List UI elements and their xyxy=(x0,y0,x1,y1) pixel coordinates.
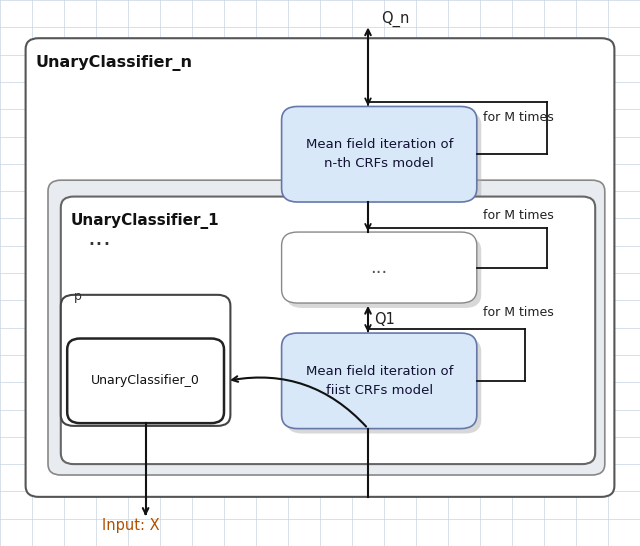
Text: Mean field iteration of
n-th CRFs model: Mean field iteration of n-th CRFs model xyxy=(305,138,453,170)
FancyBboxPatch shape xyxy=(286,338,481,434)
FancyBboxPatch shape xyxy=(286,237,481,308)
FancyBboxPatch shape xyxy=(282,106,477,202)
Text: Mean field iteration of
fiist CRFs model: Mean field iteration of fiist CRFs model xyxy=(305,365,453,397)
FancyBboxPatch shape xyxy=(286,111,481,207)
Text: UnaryClassifier_0: UnaryClassifier_0 xyxy=(91,375,200,387)
Text: Q1: Q1 xyxy=(374,312,396,327)
FancyBboxPatch shape xyxy=(282,232,477,303)
Text: ...: ... xyxy=(87,225,111,250)
FancyBboxPatch shape xyxy=(61,197,595,464)
Text: for M times: for M times xyxy=(483,209,554,222)
FancyBboxPatch shape xyxy=(282,333,477,429)
Text: Input: X: Input: X xyxy=(102,518,160,533)
Text: for M times: for M times xyxy=(483,306,554,319)
Text: UnaryClassifier_1: UnaryClassifier_1 xyxy=(70,213,219,229)
FancyBboxPatch shape xyxy=(26,38,614,497)
Text: ...: ... xyxy=(371,259,388,276)
Text: Q_n: Q_n xyxy=(381,11,409,27)
Text: UnaryClassifier_n: UnaryClassifier_n xyxy=(35,55,192,70)
FancyBboxPatch shape xyxy=(61,295,230,426)
FancyBboxPatch shape xyxy=(67,339,224,423)
FancyBboxPatch shape xyxy=(48,180,605,475)
Text: p: p xyxy=(74,290,81,303)
Text: for M times: for M times xyxy=(483,111,554,124)
